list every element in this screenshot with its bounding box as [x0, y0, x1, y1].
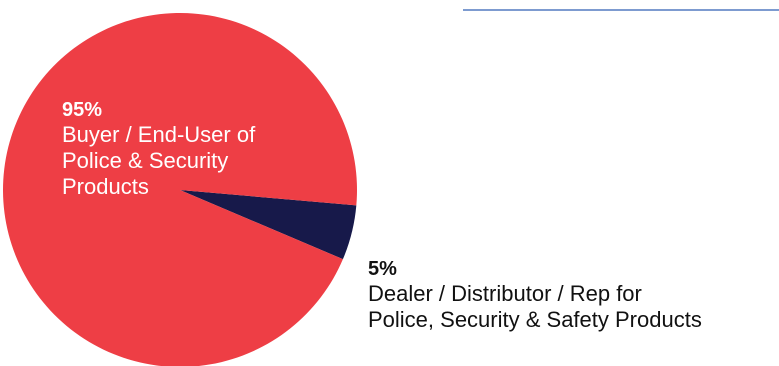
pie-slice-buyer [3, 13, 357, 366]
slice-text-line: Products [62, 174, 149, 199]
slice-label-dealer: 5% Dealer / Distributor / Rep for Police… [368, 257, 702, 333]
top-divider-line [463, 9, 779, 11]
slice-text-line: Police & Security [62, 148, 229, 173]
slice-text-line: Buyer / End-User of [62, 122, 256, 147]
slice-text-line: Police, Security & Safety Products [368, 307, 702, 332]
pie-slice-dealer [180, 190, 357, 260]
slice-label-buyer: 95% Buyer / End-User of Police & Securit… [62, 98, 255, 200]
pie-slices [3, 13, 357, 366]
slice-percent-dealer: 5% [368, 258, 397, 280]
slice-percent-buyer: 95% [62, 99, 103, 121]
slice-text-line: Dealer / Distributor / Rep for [368, 281, 642, 306]
